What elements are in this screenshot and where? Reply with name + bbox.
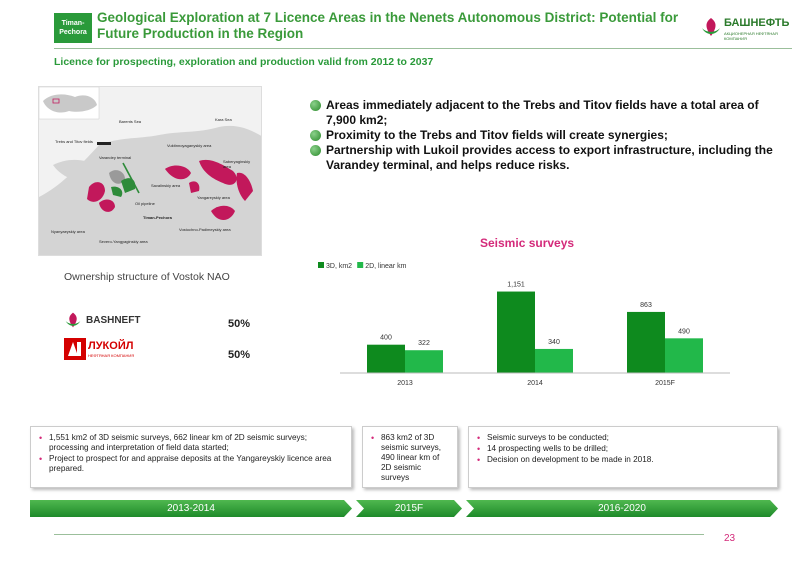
box-item: Project to prospect for and appraise dep…: [39, 454, 345, 474]
bar-2014-0: [497, 291, 535, 373]
box-item: Decision on development to be made in 20…: [477, 455, 771, 465]
bar-2015F-0: [627, 311, 665, 373]
legend-swatch: [318, 262, 324, 268]
data-label: 340: [548, 339, 560, 346]
licence-subtitle: Licence for prospecting, exploration and…: [54, 56, 434, 68]
box-item: 1,551 km2 of 3D seismic surveys, 662 lin…: [39, 433, 345, 453]
data-label: 490: [678, 328, 690, 335]
bashneft-name: BASHNEFT: [86, 315, 141, 326]
legend-swatch: [357, 262, 364, 268]
green-bullet-icon: [310, 145, 321, 156]
data-label: 1,151: [507, 282, 525, 289]
bar-2013-0: [367, 344, 405, 373]
x-tick-label: 2015F: [655, 380, 675, 387]
map-label-vostochno: Vostochno-Padimeyskiy area: [179, 227, 231, 232]
x-tick-label: 2014: [527, 380, 543, 387]
bar-2014-1: [535, 348, 573, 373]
key-point: Proximity to the Trebs and Titov fields …: [310, 128, 780, 143]
plan-2015-box: 863 km2 of 3D seismic surveys, 490 linea…: [362, 426, 458, 488]
lukoil-share: 50%: [228, 349, 251, 361]
map-label-vuktinnoyagan: Vuktinnoyaganyskiy area: [167, 143, 212, 148]
results-2013-2014-box: 1,551 km2 of 3D seismic surveys, 662 lin…: [30, 426, 352, 488]
bar-2013-1: [405, 350, 443, 373]
legend-label: 2D, linear km: [365, 263, 406, 270]
box-item: 14 prospecting wells to be drilled;: [477, 444, 771, 454]
map-graphic: [39, 87, 261, 255]
bashneft-logo-header: БАШНЕФТЬ АКЦИОНЕРНАЯ НЕФТЯНАЯ КОМПАНИЯ: [700, 14, 792, 46]
box-item: 863 km2 of 3D seismic surveys, 490 linea…: [371, 433, 451, 483]
key-point: Partnership with Lukoil provides access …: [310, 143, 780, 173]
map-label-saberyagin: Saberyaginskiy area: [223, 159, 251, 169]
key-point-text: Proximity to the Trebs and Titov fields …: [326, 128, 668, 142]
map-label-nyanyaeyskiy: Nyanyaeyskiy area: [51, 229, 85, 234]
lukoil-logo: ЛУКОЙЛ НЕФТЯНАЯ КОМПАНИЯ: [64, 338, 174, 362]
timeline-2013-2014: 2013-2014: [30, 500, 352, 517]
map-label-savalinskiy: Savalinskiy area: [151, 183, 181, 188]
lukoil-subtext: НЕФТЯНАЯ КОМПАНИЯ: [88, 353, 135, 358]
chart-title: Seismic surveys: [480, 236, 575, 250]
green-bullet-icon: [310, 130, 321, 141]
plan-2016-2020-box: Seismic surveys to be conducted; 14 pros…: [468, 426, 778, 488]
logo-subtext: АКЦИОНЕРНАЯ НЕФТЯНАЯ КОМПАНИЯ: [724, 31, 778, 41]
bar-2015F-1: [665, 338, 703, 373]
region-badge: Timan-Pechora: [54, 13, 92, 43]
map-label-oil-pipeline: Oil pipeline: [135, 201, 155, 206]
license-area-map: Barents Sea Kara Sea Trebs and Titov fie…: [38, 86, 262, 256]
key-point-text: Areas immediately adjacent to the Trebs …: [326, 98, 759, 127]
data-label: 863: [640, 302, 652, 309]
key-point: Areas immediately adjacent to the Trebs …: [310, 98, 780, 128]
green-bullet-icon: [310, 100, 321, 111]
lukoil-name: ЛУКОЙЛ: [88, 340, 134, 352]
logo-text: БАШНЕФТЬ: [724, 17, 790, 29]
map-label-trebs: Trebs and Titov fields: [55, 139, 93, 144]
x-tick-label: 2013: [397, 380, 413, 387]
page-title: Geological Exploration at 7 Licence Area…: [97, 10, 679, 41]
header-divider: [54, 48, 792, 49]
bashneft-emblem-icon: [702, 18, 720, 36]
box-item: Seismic surveys to be conducted;: [477, 433, 771, 443]
bashneft-logo: BASHNEFT: [64, 311, 174, 331]
footer-divider: [54, 534, 704, 535]
bashneft-emblem-icon: [65, 312, 81, 328]
key-points-list: Areas immediately adjacent to the Trebs …: [310, 98, 780, 173]
timeline-2016-2020: 2016-2020: [466, 500, 778, 517]
map-label-varandey: Varandey terminal: [99, 155, 132, 160]
data-label: 400: [380, 335, 392, 342]
data-label: 322: [418, 340, 430, 347]
legend-label: 3D, km2: [326, 263, 352, 270]
map-label-kara: Kara Sea: [215, 117, 232, 122]
timeline-2015f: 2015F: [356, 500, 462, 517]
seismic-surveys-chart: 3D, km2 2D, linear km 400 322 1,151 340 863 49…: [318, 262, 730, 387]
map-label-severo: Severo-Yangyaginskiy area: [99, 239, 148, 244]
key-point-text: Partnership with Lukoil provides access …: [326, 143, 773, 172]
page-number: 23: [724, 533, 736, 544]
map-label-yangareyskiy: Yangareyskiy area: [197, 195, 230, 200]
map-label-timan: Timan-Pechora: [143, 215, 172, 220]
ownership-title: Ownership structure of Vostok NAO: [64, 271, 230, 283]
map-label-barents: Barents Sea: [119, 119, 142, 124]
bashneft-share: 50%: [228, 318, 251, 330]
lukoil-emblem-icon: [64, 338, 86, 360]
